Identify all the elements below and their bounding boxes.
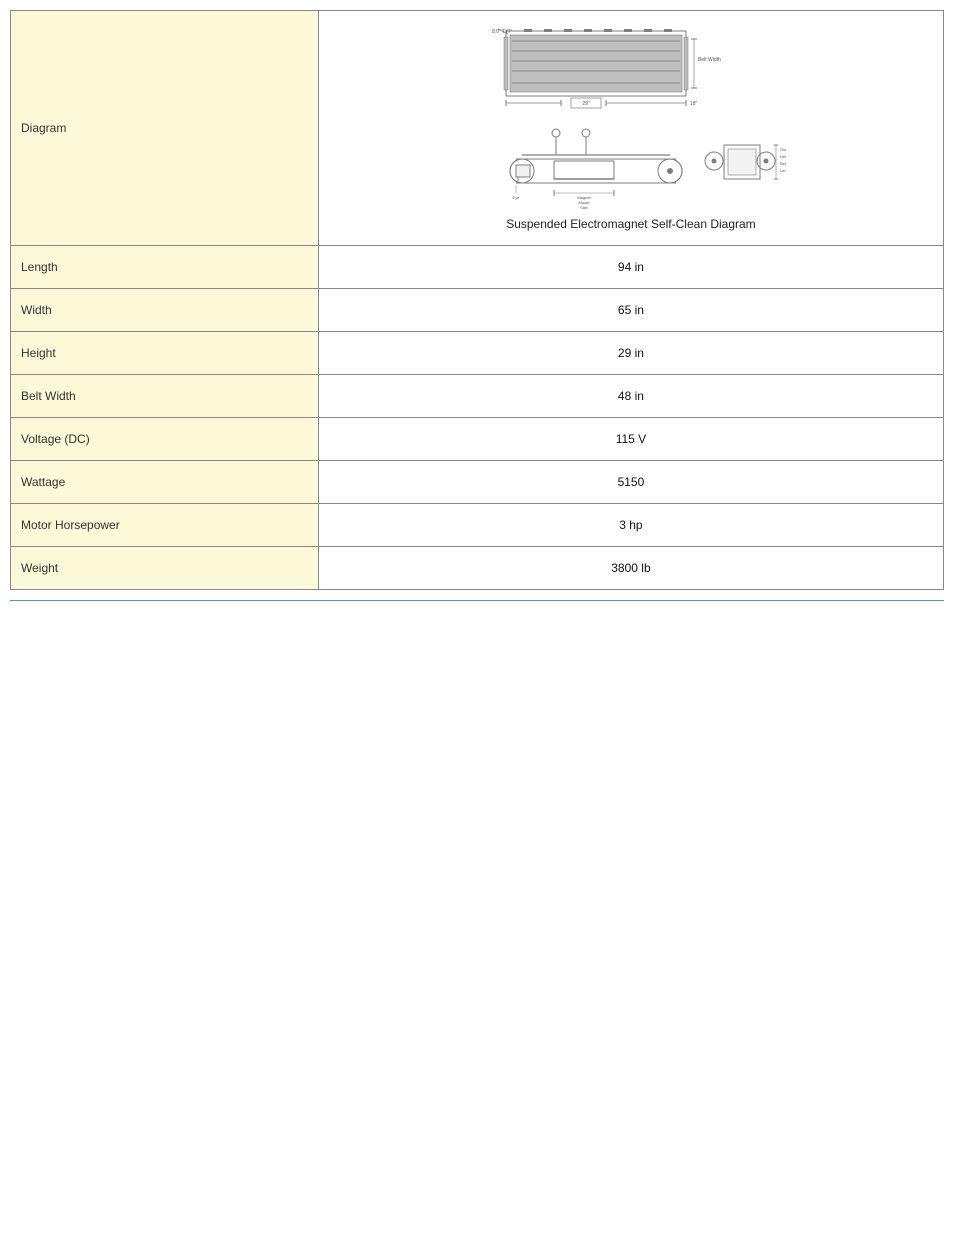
value-belt-width: 48 in: [318, 375, 943, 418]
svg-text:Height: Height: [780, 154, 786, 159]
value-weight: 3800 lb: [318, 547, 943, 590]
value-voltage: 115 V: [318, 418, 943, 461]
row-height: Height 29 in: [11, 332, 944, 375]
diagram-cell: 8.0" TYPBelt Width29"18"MagnetModelSizeE…: [318, 11, 943, 246]
row-diagram: Diagram 8.0" TYPBelt Width29"18"MagnetMo…: [11, 11, 944, 246]
label-length: Length: [11, 246, 319, 289]
svg-text:Belt Travel: Belt Travel: [780, 161, 786, 166]
label-height: Height: [11, 332, 319, 375]
value-width: 65 in: [318, 289, 943, 332]
label-wattage: Wattage: [11, 461, 319, 504]
value-height: 29 in: [318, 332, 943, 375]
row-voltage: Voltage (DC) 115 V: [11, 418, 944, 461]
row-hp: Motor Horsepower 3 hp: [11, 504, 944, 547]
value-wattage: 5150: [318, 461, 943, 504]
svg-text:Belt Width: Belt Width: [698, 57, 721, 63]
label-diagram: Diagram: [11, 11, 319, 246]
svg-text:Size: Size: [580, 205, 589, 210]
svg-text:Eye: Eye: [512, 195, 520, 200]
label-belt-width: Belt Width: [11, 375, 319, 418]
diagram-caption: Suspended Electromagnet Self-Clean Diagr…: [476, 217, 786, 231]
svg-text:29": 29": [582, 101, 590, 107]
svg-text:18": 18": [690, 101, 698, 107]
row-wattage: Wattage 5150: [11, 461, 944, 504]
value-hp: 3 hp: [318, 504, 943, 547]
svg-text:Overall: Overall: [780, 147, 786, 152]
row-length: Length 94 in: [11, 246, 944, 289]
svg-text:8.0" TYP: 8.0" TYP: [492, 29, 512, 35]
svg-text:Length: Length: [780, 168, 786, 173]
label-hp: Motor Horsepower: [11, 504, 319, 547]
diagram-wrap: 8.0" TYPBelt Width29"18"MagnetModelSizeE…: [476, 21, 786, 231]
diagram-svg: 8.0" TYPBelt Width29"18"MagnetModelSizeE…: [476, 21, 786, 211]
label-weight: Weight: [11, 547, 319, 590]
row-width: Width 65 in: [11, 289, 944, 332]
row-belt-width: Belt Width 48 in: [11, 375, 944, 418]
label-width: Width: [11, 289, 319, 332]
footer-rule: [10, 600, 944, 601]
value-length: 94 in: [318, 246, 943, 289]
label-voltage: Voltage (DC): [11, 418, 319, 461]
row-weight: Weight 3800 lb: [11, 547, 944, 590]
spec-table: Diagram 8.0" TYPBelt Width29"18"MagnetMo…: [10, 10, 944, 590]
